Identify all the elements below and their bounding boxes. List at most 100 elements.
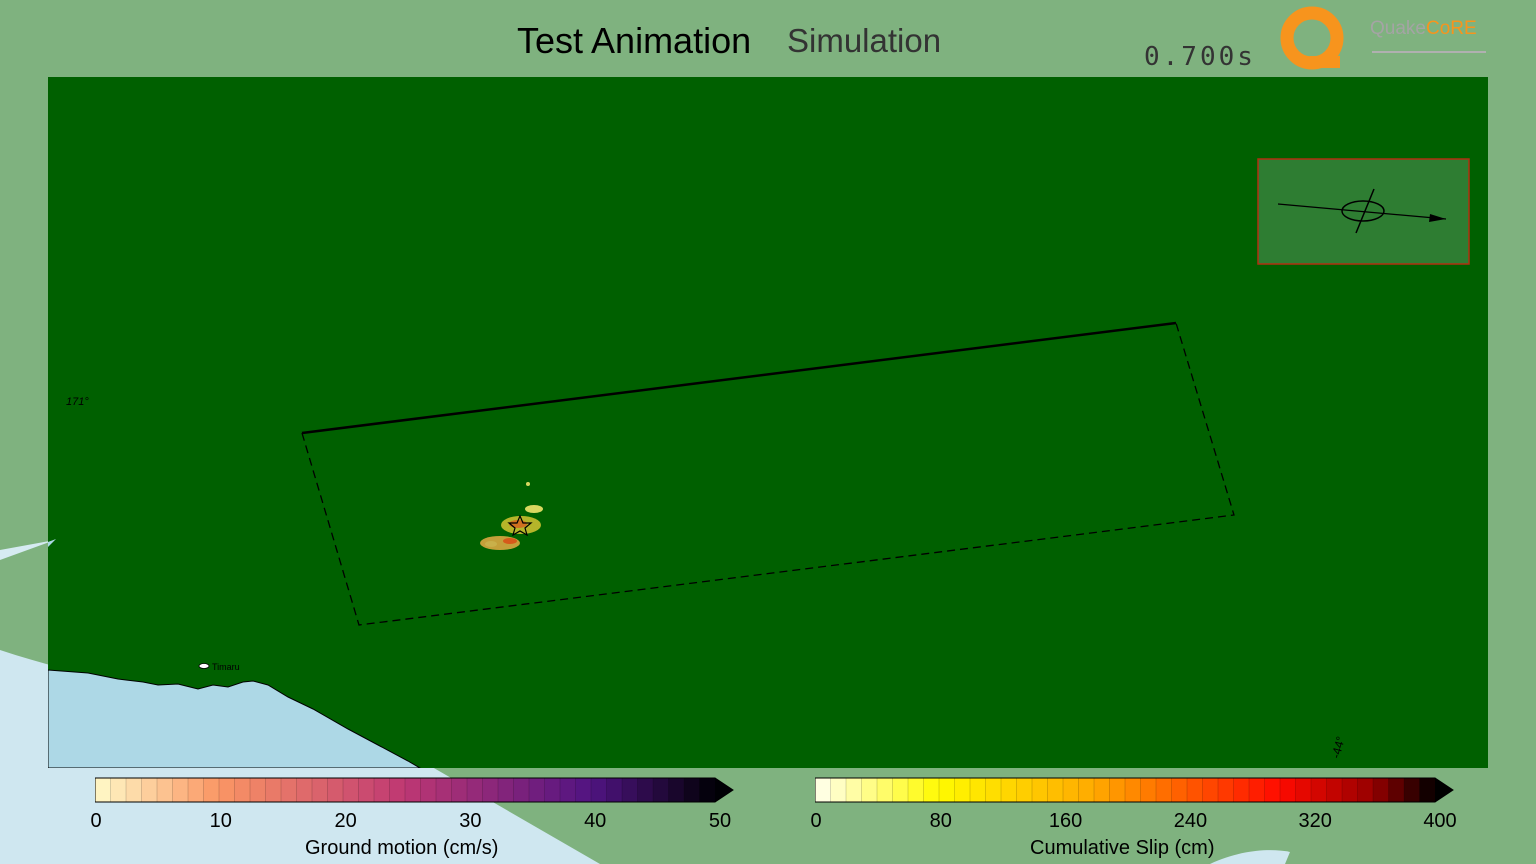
slip-colorbar	[815, 777, 1454, 803]
colorbar-cell	[497, 777, 515, 803]
colorbar-cell	[606, 777, 623, 803]
longitude-tick: 171°	[66, 396, 89, 408]
colorbar-cell	[815, 777, 832, 803]
colorbar-cell	[1124, 777, 1142, 803]
colorbar-cell	[544, 777, 561, 803]
colorbar-cell	[125, 777, 143, 803]
colorbar-cell	[513, 777, 530, 803]
colorbar-cell	[985, 777, 1002, 803]
colorbar-cell	[1341, 777, 1359, 803]
colorbar-tick-label: 0	[90, 810, 102, 832]
colorbar-cell	[95, 777, 112, 803]
colorbar-cell	[1264, 777, 1281, 803]
colorbar-cell	[559, 777, 577, 803]
latitude-tick: -44°	[1329, 735, 1348, 760]
colorbar-cell	[1310, 777, 1328, 803]
colorbar-cell	[1388, 777, 1405, 803]
colorbar-cell	[1140, 777, 1157, 803]
colorbar-cell	[1279, 777, 1297, 803]
colorbar-cell	[1093, 777, 1111, 803]
colorbar-cell	[1186, 777, 1204, 803]
colorbar-cell	[845, 777, 863, 803]
colorbar-cell	[969, 777, 987, 803]
town-marker	[198, 663, 210, 669]
colorbar-cell	[420, 777, 437, 803]
colorbar-cell	[1062, 777, 1080, 803]
beachball-icon	[1341, 200, 1385, 222]
colorbar-cell	[1248, 777, 1266, 803]
colorbar-cell	[923, 777, 940, 803]
colorbar-cell	[296, 777, 313, 803]
quakecore-logo-icon	[1280, 6, 1486, 70]
colorbar-cell	[892, 777, 909, 803]
colorbar-cell	[342, 777, 360, 803]
colorbar-tick-label: 240	[1173, 810, 1208, 832]
colorbar-cell	[1233, 777, 1250, 803]
colorbar-cell	[265, 777, 282, 803]
colorbar-tick-label: 160	[1048, 810, 1083, 832]
colorbar-tick-label: 50	[708, 810, 732, 832]
colorbar-cell	[1403, 777, 1421, 803]
simulation-map: Timaru 171° -44°	[48, 77, 1488, 768]
colorbar-cell	[668, 777, 685, 803]
colorbar-cell	[373, 777, 391, 803]
colorbar-cell	[156, 777, 174, 803]
overflow-arrow-icon	[1435, 778, 1453, 802]
colorbar-tick-label: 320	[1298, 810, 1332, 832]
colorbar-cell	[1078, 777, 1095, 803]
colorbar-cell	[590, 777, 608, 803]
colorbar-cell	[1295, 777, 1312, 803]
colorbar-cell	[187, 777, 205, 803]
colorbar-cell	[218, 777, 236, 803]
colorbar-cell	[528, 777, 546, 803]
colorbar-cell	[311, 777, 329, 803]
colorbar-cell	[954, 777, 971, 803]
time-readout: 0.700s	[1144, 42, 1256, 72]
colorbar-cell	[1171, 777, 1188, 803]
colorbar-cell	[1155, 777, 1173, 803]
colorbar-cell	[1016, 777, 1033, 803]
colorbar-tick-label: 0	[810, 810, 822, 832]
colorbar-cell	[1000, 777, 1018, 803]
colorbar-cell	[451, 777, 468, 803]
colorbar-cell	[435, 777, 453, 803]
animation-title: Test Animation	[517, 20, 752, 61]
colorbar-cell	[358, 777, 375, 803]
colorbar-cell	[1357, 777, 1374, 803]
colorbar-tick-label: 10	[209, 810, 232, 832]
colorbar-cell	[1217, 777, 1235, 803]
colorbar-cell	[249, 777, 267, 803]
slip-patches	[480, 482, 543, 550]
colorbar-cell	[1031, 777, 1049, 803]
colorbar-cell	[1109, 777, 1126, 803]
colorbar-cell	[575, 777, 592, 803]
sea-area	[48, 669, 421, 768]
ground-motion-label: Ground motion (cm/s)	[305, 837, 499, 859]
slip-arrow-icon	[1429, 214, 1446, 222]
town-label: Timaru	[212, 662, 240, 672]
colorbar-cell	[1202, 777, 1219, 803]
colorbar-cell	[327, 777, 344, 803]
colorbar-cell	[203, 777, 220, 803]
colorbar-cell	[1047, 777, 1064, 803]
fault-top-edge	[301, 321, 1177, 435]
colorbar-cell	[699, 777, 716, 803]
colorbar-cell	[280, 777, 298, 803]
colorbar-cell	[389, 777, 406, 803]
colorbar-cell	[637, 777, 654, 803]
colorbar-cell	[652, 777, 670, 803]
colorbar-cell	[938, 777, 956, 803]
colorbar-cell	[1372, 777, 1390, 803]
colorbar-cell	[234, 777, 251, 803]
colorbar-cell	[466, 777, 484, 803]
hypocentre-star-icon	[507, 514, 533, 537]
colorbar-cell	[110, 777, 127, 803]
logo-wordmark: QuakeCoRE	[1370, 18, 1477, 39]
colorbar-tick-label: 20	[334, 810, 357, 832]
colorbar-cell	[404, 777, 422, 803]
colorbar-cell	[861, 777, 878, 803]
overflow-arrow-icon	[715, 778, 733, 802]
fault-outline	[301, 322, 1235, 626]
colorbar-cell	[907, 777, 925, 803]
colorbar-tick-label: 400	[1423, 810, 1457, 832]
